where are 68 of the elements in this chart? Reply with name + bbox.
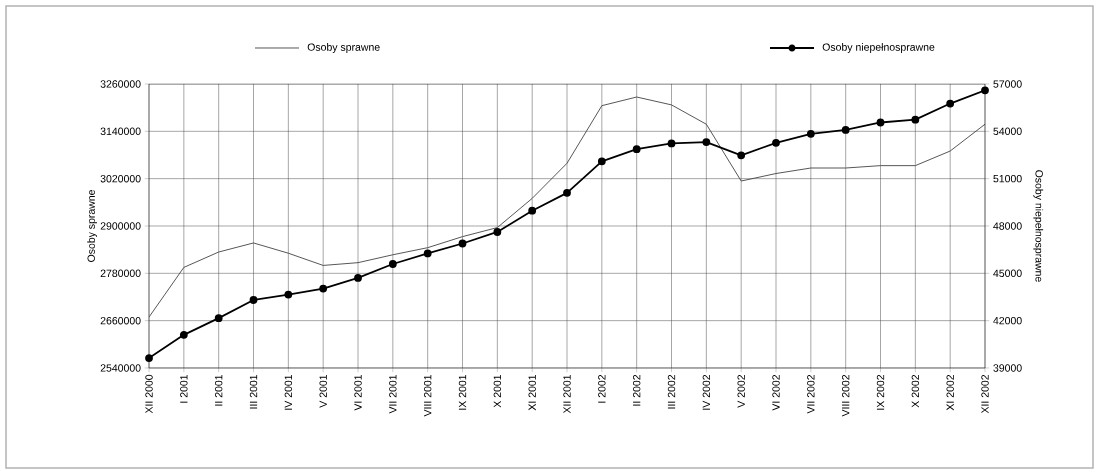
- y-tick-label: 2540000: [100, 364, 141, 372]
- x-tick-label: XI 2001: [528, 374, 536, 411]
- x-tick-label: VII 2002: [807, 374, 815, 414]
- point: [737, 151, 746, 160]
- point: [981, 86, 989, 95]
- y2-tick-label: 57000: [993, 80, 1022, 88]
- x-tick-label: IX 2001: [458, 374, 467, 410]
- x-tick-label: III 2001: [249, 374, 258, 409]
- x-tick-label: VIII 2001: [423, 374, 432, 417]
- x-tick-label: I 2001: [180, 374, 188, 403]
- y2-tick-label: 42000: [993, 316, 1022, 325]
- point: [597, 157, 606, 166]
- x-tick-label: III 2002: [667, 374, 676, 409]
- x-tick-label: V 2002: [737, 374, 745, 408]
- x-tick-label: IX 2002: [876, 374, 885, 410]
- point: [388, 260, 397, 268]
- y2-tick-label: 51000: [993, 174, 1022, 183]
- point: [528, 206, 537, 215]
- point: [632, 145, 641, 154]
- y-tick-label: 3020000: [100, 174, 141, 183]
- point: [423, 249, 432, 258]
- point: [806, 129, 815, 138]
- point: [876, 118, 885, 127]
- point: [841, 126, 850, 134]
- x-tick-label: II 2002: [632, 374, 641, 406]
- y2-tick-label: 54000: [993, 127, 1022, 136]
- x-tick-label: II 2001: [214, 374, 223, 406]
- x-tick-label: XII 2002: [981, 374, 989, 414]
- point: [458, 239, 467, 248]
- legend-label: Osoby sprawne: [307, 43, 380, 53]
- point: [319, 284, 328, 293]
- legend-label: Osoby niepełnosprawne: [822, 43, 935, 53]
- x-tick-label: V 2001: [319, 374, 327, 408]
- x-tick-label: VI 2002: [772, 374, 780, 411]
- x-tick-label: I 2002: [598, 374, 606, 403]
- x-tick-label: X 2001: [493, 374, 502, 408]
- point: [911, 115, 920, 124]
- point: [702, 138, 711, 146]
- y2-axis-title: Osoby niepełnosprawne: [1033, 170, 1044, 282]
- y-tick-label: 2780000: [100, 269, 141, 278]
- y-tick-label: 2660000: [100, 316, 141, 325]
- x-tick-label: XII 2000: [145, 374, 153, 414]
- point: [284, 290, 293, 299]
- y-axis-title: Osoby sprawne: [87, 189, 97, 262]
- x-tick-label: VII 2001: [389, 374, 397, 414]
- point: [354, 273, 362, 282]
- y2-tick-label: 48000: [993, 222, 1022, 230]
- point: [563, 188, 571, 197]
- y-tick-label: 3260000: [100, 80, 141, 88]
- y-tick-label: 3140000: [100, 127, 141, 136]
- point: [946, 99, 955, 108]
- x-tick-label: VIII 2002: [841, 374, 850, 417]
- point: [145, 354, 153, 362]
- x-tick-label: XI 2002: [946, 374, 954, 411]
- y2-tick-label: 45000: [993, 269, 1022, 278]
- point: [667, 139, 676, 148]
- y2-tick-label: 39000: [993, 364, 1022, 372]
- point: [493, 228, 502, 236]
- x-tick-label: IV 2001: [284, 374, 293, 410]
- y-tick-label: 2900000: [100, 222, 141, 230]
- x-tick-label: XII 2001: [563, 374, 571, 414]
- point: [179, 330, 188, 339]
- point: [772, 138, 780, 147]
- point: [249, 296, 258, 304]
- x-tick-label: IV 2002: [702, 374, 711, 410]
- point: [214, 314, 223, 323]
- x-tick-label: X 2002: [911, 374, 920, 408]
- x-tick-label: VI 2001: [354, 374, 362, 411]
